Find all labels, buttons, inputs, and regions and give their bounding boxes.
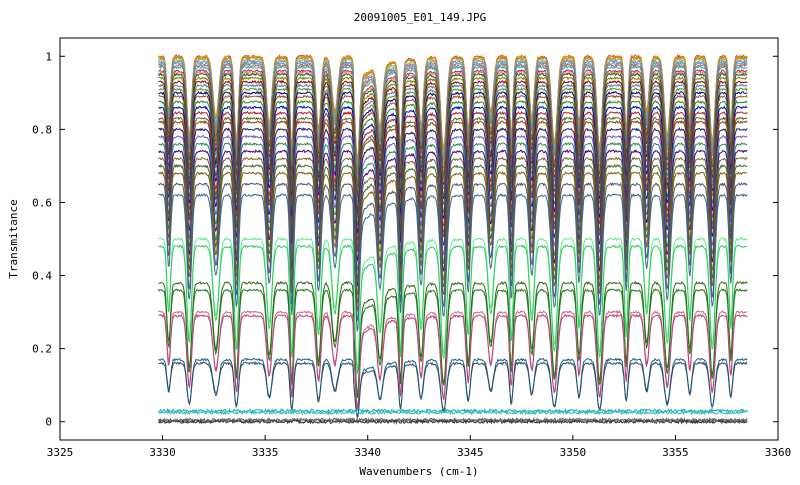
series-layer (158, 53, 748, 425)
x-tick-label: 3325 (47, 446, 74, 459)
y-tick-label: 1 (45, 50, 52, 63)
series-line (158, 357, 748, 420)
x-tick-label: 3330 (149, 446, 176, 459)
series-line (158, 418, 748, 425)
y-axis-label: Transmitance (7, 199, 20, 278)
x-tick-label: 3340 (354, 446, 381, 459)
y-axis: 0 0.2 0.4 0.6 0.8 1 (32, 50, 778, 429)
y-tick-label: 0.6 (32, 196, 52, 209)
x-tick-label: 3335 (252, 446, 279, 459)
chart-title: 20091005_E01_149.JPG (354, 11, 486, 24)
series-line (158, 236, 748, 369)
x-tick-label: 3360 (765, 446, 792, 459)
series-line (158, 193, 748, 332)
series-line (158, 288, 748, 399)
series-line (158, 87, 748, 209)
series-line (158, 156, 748, 296)
y-tick-label: 0.4 (32, 270, 52, 283)
x-axis: 3325 3330 3335 3340 3345 3350 3355 3360 (47, 435, 792, 459)
series-line (158, 134, 748, 271)
y-tick-label: 0.8 (32, 123, 52, 136)
series-line (158, 181, 748, 321)
series-line (158, 149, 748, 287)
series-line (158, 280, 748, 397)
series-line (158, 141, 748, 280)
series-line (158, 171, 748, 312)
series-line (158, 407, 748, 415)
x-tick-label: 3350 (560, 446, 587, 459)
x-tick-label: 3345 (457, 446, 484, 459)
series-line (158, 105, 748, 234)
plot-frame (59, 37, 779, 441)
x-axis-label: Wavenumbers (cm-1) (359, 465, 478, 478)
y-tick-label: 0 (45, 416, 52, 429)
x-tick-label: 3355 (662, 446, 689, 459)
y-tick-label: 0.2 (32, 343, 52, 356)
series-line (158, 361, 748, 418)
series-line (158, 244, 748, 374)
series-line (158, 409, 748, 416)
series-line (158, 313, 748, 410)
